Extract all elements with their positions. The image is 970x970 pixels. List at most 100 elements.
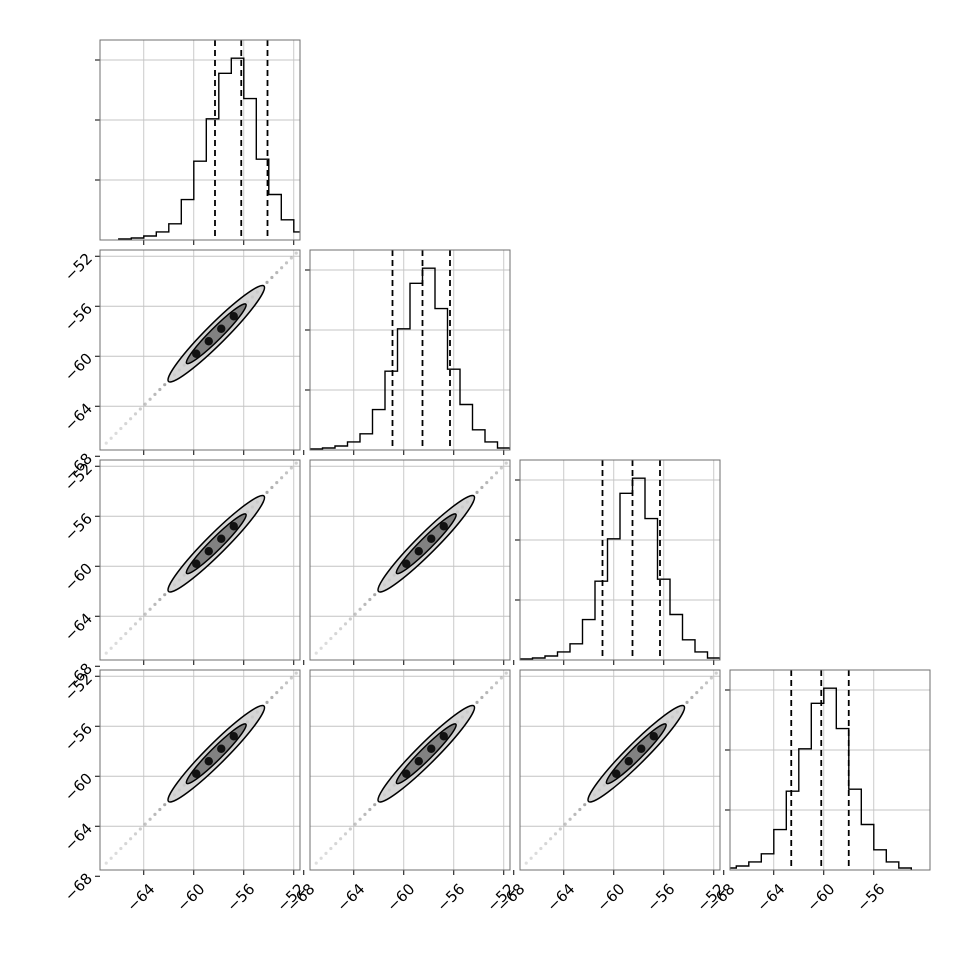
sample-point <box>109 436 113 440</box>
sample-point <box>280 266 284 270</box>
sample-point <box>153 602 157 607</box>
sample-point <box>153 392 157 397</box>
joint-panel-3-2: −68 −64 −60 −56 −52 <box>493 669 729 915</box>
density-core-1 <box>204 547 213 556</box>
joint-panel-3-0: −68−64−60−56−52−64 −60 −56 −52 <box>61 669 309 915</box>
x-tick-label: −64 <box>123 880 158 915</box>
sample-point <box>265 490 269 494</box>
sample-point <box>104 861 108 865</box>
sample-point <box>714 671 718 675</box>
panel-frame <box>99 459 301 661</box>
sample-point <box>534 851 538 855</box>
sample-point <box>158 807 162 812</box>
sample-point <box>324 641 328 645</box>
density-core-0 <box>402 559 411 568</box>
density-core-1 <box>204 757 213 766</box>
density-contour-1 <box>185 723 247 785</box>
sample-point <box>294 251 298 255</box>
sample-point <box>148 817 152 821</box>
density-core-2 <box>217 744 226 753</box>
sample-point <box>294 671 298 675</box>
density-core-1 <box>204 337 213 346</box>
sample-point <box>480 485 484 490</box>
sample-point <box>568 817 572 821</box>
density-core-0 <box>402 769 411 778</box>
density-core-0 <box>192 559 201 568</box>
y-tick-label: −64 <box>61 610 96 645</box>
sample-point <box>114 641 118 645</box>
y-tick-label: −56 <box>61 510 96 545</box>
sample-point <box>275 481 279 485</box>
sample-point <box>284 681 289 685</box>
sample-point <box>133 832 138 836</box>
histogram-step-1 <box>310 267 510 450</box>
y-tick-label: −64 <box>61 820 96 855</box>
sample-point <box>475 490 479 494</box>
sample-point <box>275 691 279 695</box>
sample-point <box>119 426 123 431</box>
density-contour-1 <box>395 723 457 785</box>
sample-point <box>265 280 269 284</box>
sample-point <box>553 832 558 836</box>
sample-point <box>148 607 152 611</box>
sample-point <box>284 261 289 265</box>
sample-point <box>329 636 333 641</box>
joint-panel-2-0: −68−64−60−56−52 <box>61 459 301 695</box>
sample-point <box>329 846 333 851</box>
sample-point <box>358 817 362 821</box>
sample-point <box>485 481 489 485</box>
density-core-0 <box>192 349 201 358</box>
sample-point <box>690 695 694 700</box>
sample-point <box>158 387 162 392</box>
sample-point <box>148 397 152 401</box>
sample-point <box>138 407 142 411</box>
sample-point <box>373 593 377 597</box>
y-tick-label: −64 <box>61 400 96 435</box>
sample-point <box>544 842 548 846</box>
density-core-3 <box>439 522 448 531</box>
density-contour-1 <box>185 513 247 575</box>
sample-point <box>153 812 157 817</box>
sample-point <box>124 842 128 846</box>
sample-point <box>475 700 479 704</box>
joint-panel-3-1: −68 −64 −60 −56 −52 <box>283 669 519 915</box>
sample-point <box>695 691 699 695</box>
sample-point <box>270 695 274 700</box>
sample-point <box>289 676 293 680</box>
y-tick-label: −56 <box>61 720 96 755</box>
sample-point <box>339 837 343 841</box>
sample-point <box>143 822 147 826</box>
sample-point <box>685 700 689 704</box>
sample-point <box>143 612 147 616</box>
x-tick-label: −64 <box>753 880 788 915</box>
sample-point <box>270 275 274 280</box>
density-core-2 <box>637 744 646 753</box>
density-core-2 <box>427 744 436 753</box>
x-tick-label: −64 <box>333 880 368 915</box>
density-core-1 <box>414 547 423 556</box>
sample-point <box>319 646 323 650</box>
sample-point <box>289 466 293 470</box>
histogram-step-0 <box>118 57 300 240</box>
panel-contents <box>100 250 300 450</box>
sample-point <box>163 803 167 807</box>
sample-point <box>109 856 113 860</box>
y-tick-label: −60 <box>61 770 96 805</box>
sample-point <box>119 846 123 851</box>
sample-point <box>573 812 577 817</box>
x-tick-label: −56 <box>223 880 258 915</box>
sample-point <box>539 846 543 851</box>
marginal-panel-3: −68 −64 −60 −56 <box>703 669 931 915</box>
sample-point <box>583 803 587 807</box>
sample-point <box>289 256 293 260</box>
marginal-panel-0 <box>95 39 301 245</box>
sample-point <box>348 827 352 831</box>
sample-point <box>138 827 142 831</box>
sample-point <box>480 695 484 700</box>
sample-point <box>504 671 508 675</box>
sample-point <box>104 441 108 445</box>
sample-point <box>280 476 284 480</box>
sample-point <box>704 681 709 685</box>
sample-point <box>163 383 167 387</box>
